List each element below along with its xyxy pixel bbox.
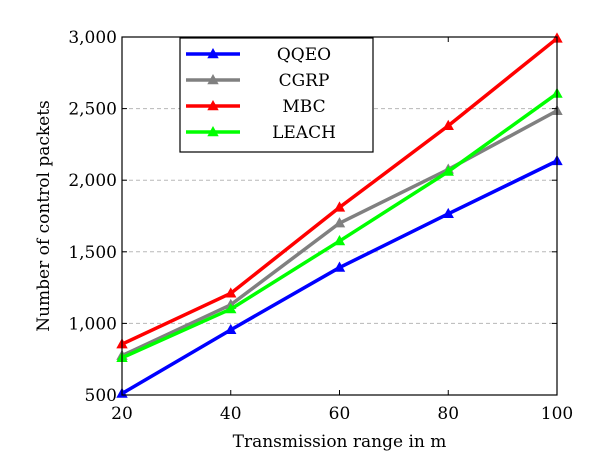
- legend-label: QQEO: [277, 45, 331, 65]
- series-mbc: [116, 32, 563, 349]
- data-point: [225, 323, 237, 335]
- legend-swatch-marker: [207, 48, 219, 59]
- y-tick-label: 500: [85, 386, 117, 406]
- x-tick-label: 80: [437, 404, 459, 424]
- data-point: [225, 303, 237, 314]
- legend-item-qqeo: QQEO: [186, 45, 331, 65]
- series-qqeo: [116, 154, 563, 398]
- data-point: [442, 119, 454, 130]
- x-tick-label: 40: [220, 404, 242, 424]
- data-point: [442, 165, 454, 176]
- y-tick-label: 2,500: [68, 100, 117, 120]
- y-tick-label: 1,000: [68, 314, 117, 334]
- data-point: [225, 287, 237, 298]
- legend-swatch-marker: [207, 100, 219, 111]
- legend-label: MBC: [282, 97, 325, 117]
- legend: QQEO CGRP MBC LEACH: [179, 37, 374, 153]
- y-tick-label: 3,000: [68, 28, 117, 48]
- series-line: [121, 159, 558, 396]
- ticks: 500 1,000 1,500 2,000 2,500 3,000 20 40 60 80 100: [68, 28, 573, 424]
- data-point: [333, 261, 346, 272]
- legend-swatch-marker: [207, 126, 219, 137]
- x-tick-label: 20: [111, 404, 133, 424]
- y-tick-label: 2,000: [68, 171, 117, 191]
- y-tick-label: 1,500: [68, 243, 117, 263]
- legend-item-cgrp: CGRP: [186, 71, 329, 91]
- legend-item-leach: LEACH: [186, 123, 336, 143]
- data-point: [333, 201, 346, 212]
- y-axis-title: Number of control packets: [34, 100, 54, 332]
- legend-swatch-marker: [207, 74, 219, 85]
- x-axis-title: Transmission range in m: [233, 432, 447, 452]
- x-tick-label: 100: [541, 404, 573, 424]
- data-point: [333, 217, 346, 228]
- legend-label: CGRP: [279, 71, 330, 91]
- legend-item-mbc: MBC: [186, 97, 326, 117]
- x-tick-label: 60: [329, 404, 351, 424]
- data-point: [333, 235, 346, 246]
- legend-label: LEACH: [272, 123, 336, 143]
- series-layer: [116, 32, 563, 398]
- data-point: [442, 207, 454, 219]
